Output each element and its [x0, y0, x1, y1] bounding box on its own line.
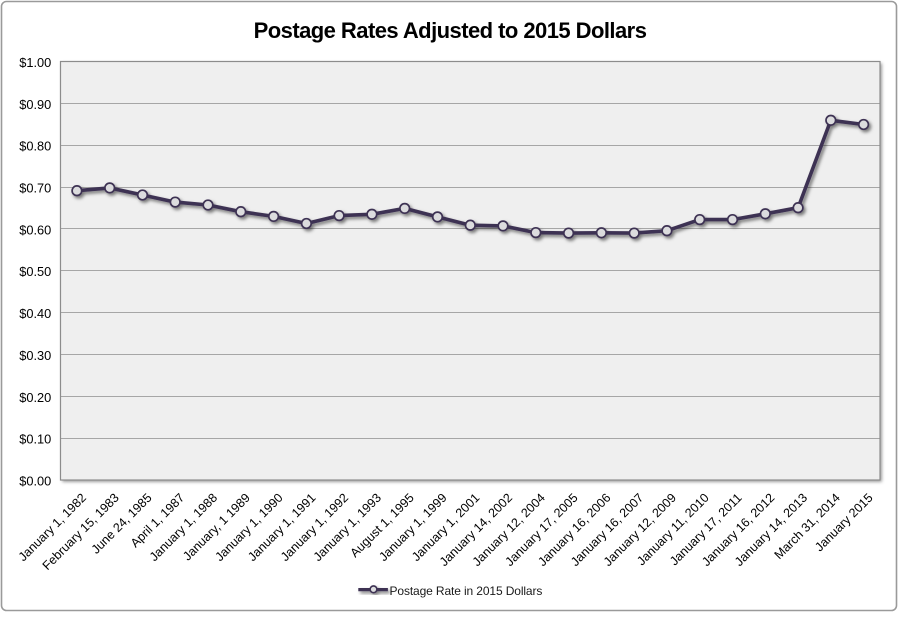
svg-text:$0.40: $0.40	[19, 306, 51, 321]
svg-text:$0.60: $0.60	[19, 222, 51, 237]
svg-text:$1.00: $1.00	[19, 55, 51, 70]
svg-text:$0.80: $0.80	[19, 139, 51, 154]
svg-text:Postage Rate in 2015 Dollars: Postage Rate in 2015 Dollars	[390, 584, 543, 598]
svg-text:$0.90: $0.90	[19, 97, 51, 112]
svg-text:$0.10: $0.10	[19, 432, 51, 447]
svg-text:$0.70: $0.70	[19, 181, 51, 196]
svg-text:$0.50: $0.50	[19, 264, 51, 279]
svg-text:$0.20: $0.20	[19, 390, 51, 405]
svg-text:$0.00: $0.00	[19, 474, 51, 489]
svg-text:$0.30: $0.30	[19, 348, 51, 363]
svg-text:Postage Rates Adjusted to 2015: Postage Rates Adjusted to 2015 Dollars	[254, 18, 647, 43]
